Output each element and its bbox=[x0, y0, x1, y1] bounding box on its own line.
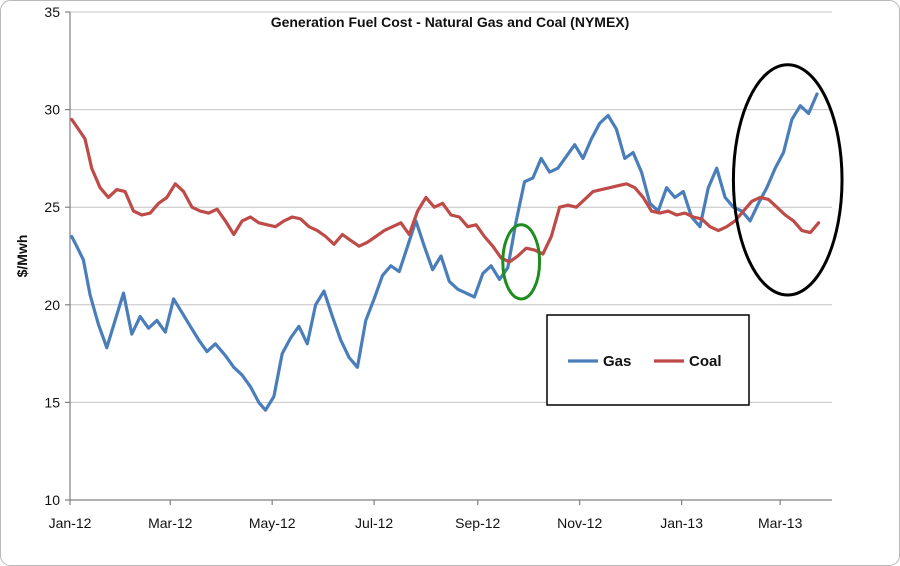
x-tick-label: Mar-12 bbox=[148, 515, 193, 531]
y-tick-label: 10 bbox=[44, 492, 60, 508]
x-tick-labels: Jan-12 Mar-12 May-12 Jul-12 Sep-12 Nov-12 Jan-… bbox=[49, 500, 803, 531]
y-tick-label: 35 bbox=[44, 4, 60, 20]
x-tick-label: Jan-12 bbox=[49, 515, 92, 531]
x-tick-label: May-12 bbox=[249, 515, 296, 531]
annotations bbox=[501, 63, 844, 301]
legend-label-coal: Coal bbox=[689, 353, 722, 370]
series-lines bbox=[70, 92, 821, 412]
y-tick-labels: 10 15 20 25 30 35 bbox=[44, 4, 70, 508]
y-axis-label: $/Mwh bbox=[14, 235, 30, 278]
x-tick-label: Jul-12 bbox=[355, 515, 393, 531]
x-tick-label: Jan-13 bbox=[660, 515, 703, 531]
y-tick-label: 15 bbox=[44, 394, 60, 410]
y-tick-label: 30 bbox=[44, 102, 60, 118]
x-tick-label: Sep-12 bbox=[455, 515, 500, 531]
x-tick-label: Nov-12 bbox=[557, 515, 602, 531]
y-tick-label: 20 bbox=[44, 297, 60, 313]
y-tick-label: 25 bbox=[44, 199, 60, 215]
series-line-coal bbox=[70, 117, 821, 264]
chart-title: Generation Fuel Cost - Natural Gas and C… bbox=[271, 14, 630, 30]
highlight-ellipse-1 bbox=[731, 63, 844, 297]
x-tick-label: Mar-13 bbox=[758, 515, 803, 531]
legend-label-gas: Gas bbox=[603, 353, 631, 370]
axes bbox=[69, 12, 832, 501]
legend: Gas Coal bbox=[546, 314, 750, 406]
highlight-ellipse-0 bbox=[501, 223, 542, 301]
